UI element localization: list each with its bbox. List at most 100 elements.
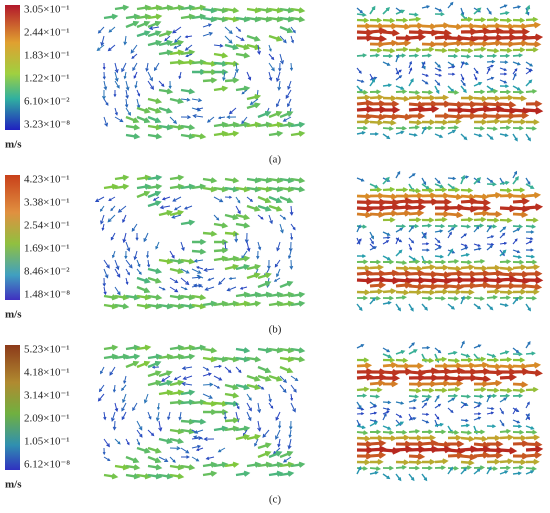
vector-arrow: [460, 252, 471, 257]
vector-arrow: [525, 451, 543, 459]
vector-arrow: [287, 438, 292, 450]
vector-arrow: [202, 393, 213, 399]
vector-arrow: [525, 434, 541, 441]
vector-arrow: [447, 227, 455, 233]
vector-arrow: [447, 211, 464, 219]
vector-arrow: [213, 384, 221, 389]
vector-arrow: [382, 361, 399, 369]
vector-arrow: [180, 286, 188, 291]
vector-arrow: [289, 420, 293, 430]
vector-arrow: [356, 238, 362, 245]
vector-arrow: [217, 116, 226, 120]
vector-arrow: [279, 223, 284, 234]
vector-arrow: [486, 466, 492, 475]
vector-arrow: [421, 94, 437, 101]
vector-arrow: [395, 401, 405, 405]
vector-arrow: [356, 17, 370, 23]
vector-arrow: [395, 17, 409, 23]
vector-arrow: [512, 270, 530, 278]
vector-arrow: [486, 210, 503, 218]
vector-arrow: [147, 183, 163, 190]
vector-arrow: [257, 450, 272, 459]
vector-arrow: [113, 89, 117, 98]
vector-arrow: [486, 76, 495, 81]
vector-arrow: [136, 115, 151, 124]
vector-arrow: [158, 437, 174, 445]
vector-arrow: [434, 223, 446, 229]
vector-arrow: [279, 365, 294, 374]
vector-arrow: [213, 356, 229, 363]
vector-arrow: [499, 23, 516, 30]
vector-arrow: [434, 356, 448, 362]
vector-arrow: [158, 39, 174, 47]
vector-arrow: [473, 281, 491, 289]
vector-arrow: [202, 356, 218, 363]
vector-arrow: [512, 28, 531, 36]
vector-arrow: [235, 85, 251, 92]
vector-arrow: [408, 173, 416, 179]
vector-arrow: [395, 413, 403, 418]
vector-arrow: [486, 353, 497, 358]
vector-arrow: [486, 264, 502, 271]
vector-arrow: [408, 217, 422, 223]
vector-arrow: [499, 17, 513, 23]
vector-arrow: [169, 250, 175, 259]
vector-arrow: [525, 16, 539, 23]
vector-arrow: [224, 417, 240, 424]
vector-arrow: [164, 35, 171, 42]
vector-arrow: [180, 59, 196, 66]
vector-arrow: [192, 283, 204, 288]
vector-arrow: [447, 53, 459, 59]
vector-arrow: [447, 106, 466, 114]
vector-arrow: [290, 26, 296, 34]
vector-arrow: [408, 112, 426, 120]
vector-arrow: [202, 77, 218, 84]
vector-arrow: [460, 73, 465, 81]
vector-arrow: [434, 403, 442, 409]
vector-arrow: [123, 35, 128, 46]
vector-arrow: [421, 473, 428, 482]
vector-arrow: [473, 258, 486, 264]
vector-arrow: [356, 401, 362, 410]
vector-arrow: [434, 119, 449, 126]
vector-arrow: [525, 445, 544, 454]
vector-arrow: [132, 402, 138, 412]
vector-arrow: [99, 205, 105, 212]
vector-arrow: [473, 380, 490, 388]
vector-arrow: [512, 249, 521, 254]
vector-arrow: [512, 357, 526, 363]
vector-arrow: [525, 458, 540, 465]
vector-arrow: [235, 347, 251, 354]
vector-arrow: [525, 126, 538, 131]
vector-arrow: [158, 389, 174, 396]
vector-arrow: [473, 270, 491, 278]
vector-arrow: [460, 233, 467, 239]
vector-arrow: [173, 205, 182, 211]
vector-arrow: [191, 444, 202, 449]
vector-arrow: [382, 186, 396, 193]
vector-arrow: [434, 40, 451, 48]
vector-arrow: [512, 40, 529, 47]
vector-arrow: [499, 217, 513, 224]
vector-arrow: [224, 461, 240, 468]
caption: (c): [269, 494, 282, 506]
vector-arrow: [512, 288, 527, 295]
vector-arrow: [369, 404, 378, 409]
vector-arrow: [125, 107, 131, 116]
vector-arrow: [235, 16, 251, 23]
vector-arrow: [202, 23, 212, 28]
vector-arrow: [136, 30, 151, 38]
vector-arrow: [460, 106, 479, 115]
vector-arrow: [447, 259, 460, 264]
vector-arrow: [473, 401, 483, 406]
vector-arrow: [268, 53, 275, 61]
vector-arrow: [246, 204, 261, 212]
vector-arrow: [382, 236, 391, 240]
vector-arrow: [486, 435, 502, 442]
vector-arrow: [180, 455, 190, 459]
vector-arrow: [408, 12, 419, 17]
vector-arrow: [180, 133, 196, 140]
vector-arrow: [525, 351, 536, 356]
vector-arrow: [356, 276, 375, 285]
vector-arrow: [421, 5, 431, 9]
